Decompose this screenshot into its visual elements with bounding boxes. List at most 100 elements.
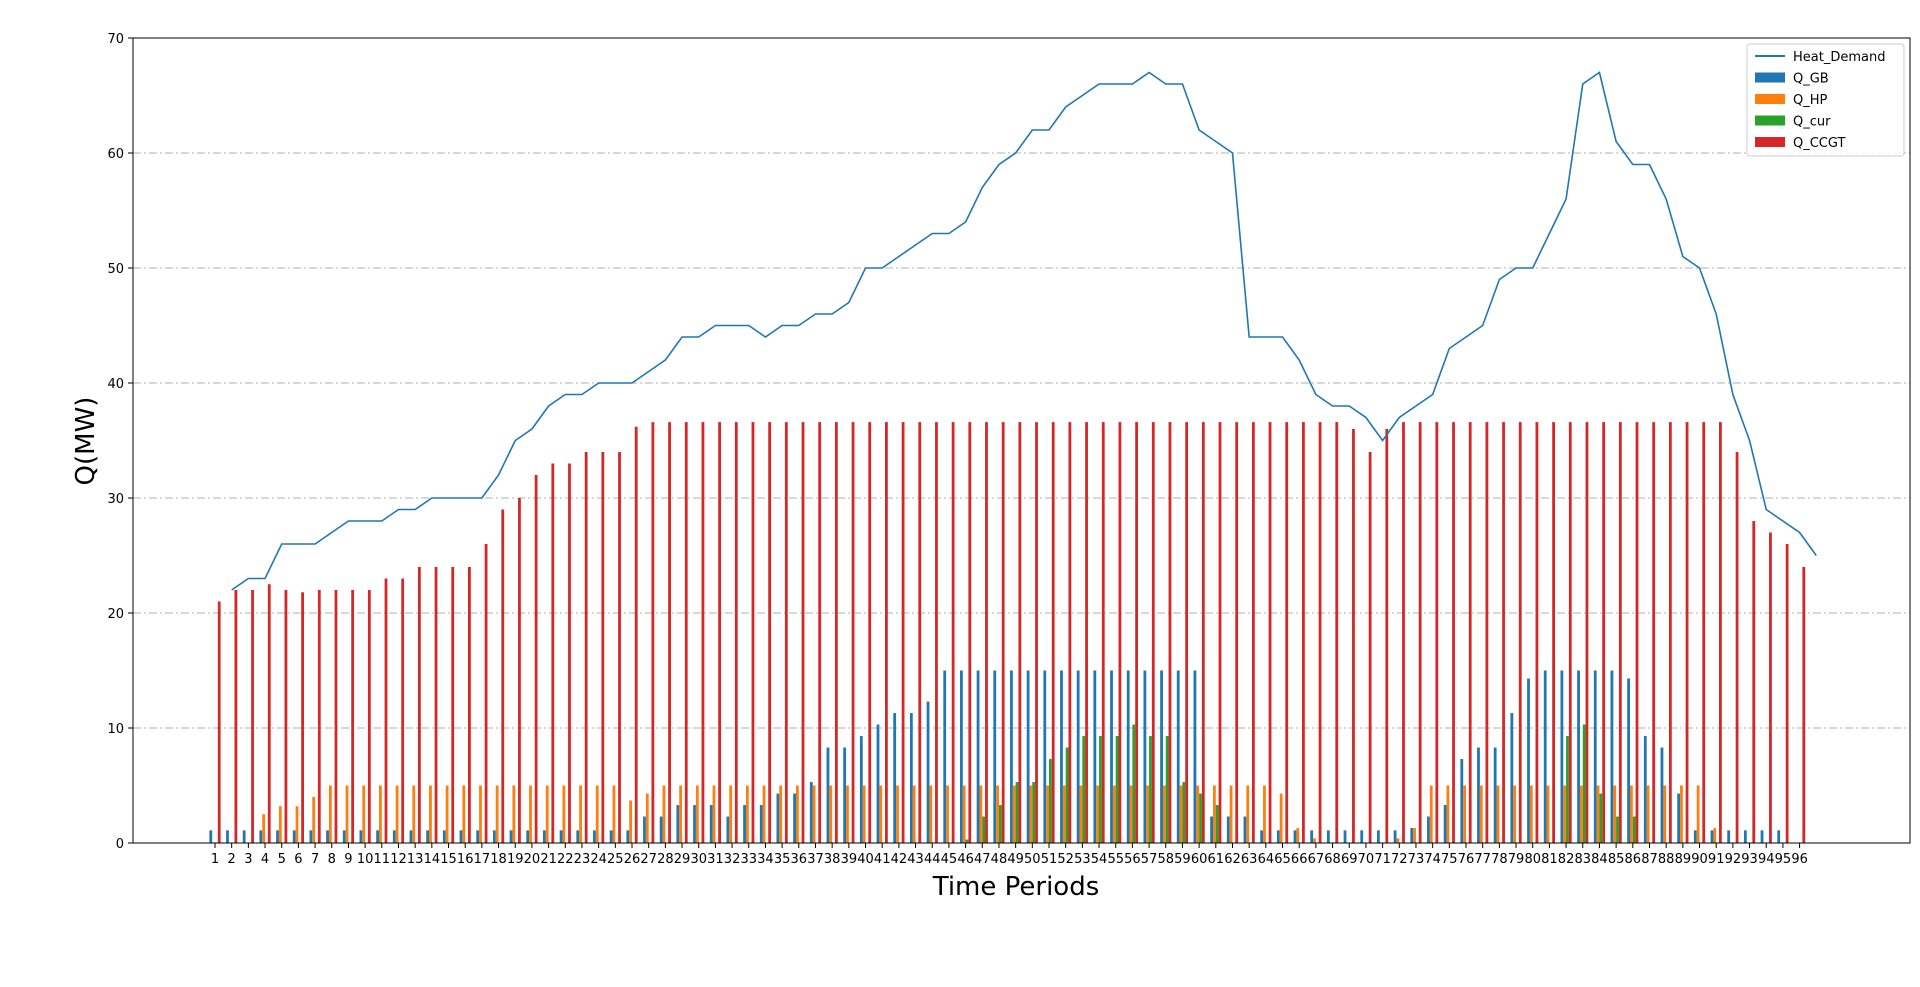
y-axis: 0 10 20 30 40 50 60 70 (107, 32, 133, 852)
bar-q-ccgt (1518, 422, 1522, 843)
heat-demand-line (231, 71, 1817, 591)
bar-q-ccgt (1068, 422, 1072, 843)
x-tick-label: 43 (907, 852, 924, 867)
x-tick-label: 46 (957, 852, 974, 867)
bar-q-cur (965, 839, 969, 843)
bar-q-gb (543, 830, 546, 843)
bar-q-ccgt (1035, 422, 1038, 843)
bar-q-ccgt (901, 422, 905, 843)
x-tick-label: 64 (1258, 852, 1275, 867)
bar-q-cur (1132, 724, 1136, 843)
bar-q-ccgt (885, 422, 888, 843)
bar-q-hp (679, 785, 683, 843)
bar-q-gb (309, 830, 313, 843)
bar-q-cur (1049, 759, 1052, 843)
y-tick-label: 20 (107, 607, 124, 622)
bar-q-gb (409, 830, 413, 843)
bar-q-hp (1579, 785, 1583, 843)
bar-q-gb (809, 782, 813, 843)
bar-q-ccgt (1251, 422, 1255, 843)
x-tick-label: 50 (1024, 852, 1041, 867)
series-q-gb (209, 670, 1781, 843)
bar-q-gb (1443, 805, 1447, 843)
x-tick-label: 79 (1508, 852, 1525, 867)
bar-q-ccgt (701, 422, 705, 843)
bar-q-hp (579, 785, 582, 843)
bar-q-hp (462, 785, 466, 843)
bars (209, 422, 1806, 843)
x-axis: 1 2 3 4 5 6 7 8 9 10 11 12 13 14 15 16 17 18 19 20 21 22 23 24 2… (211, 843, 1808, 867)
x-tick-label: 81 (1541, 852, 1558, 867)
bar-q-hp (1229, 785, 1233, 843)
x-axis-label: Time Periods (932, 872, 1100, 902)
bar-q-ccgt (301, 592, 304, 843)
bar-q-gb (1427, 816, 1430, 843)
bar-q-gb (1193, 670, 1197, 843)
x-tick-label: 58 (1157, 852, 1174, 867)
legend-label: Q_HP (1793, 93, 1828, 108)
bar-q-gb (776, 793, 780, 843)
bar-q-ccgt (501, 509, 505, 843)
x-tick-label: 27 (640, 852, 657, 867)
bar-q-cur (1632, 816, 1636, 843)
bar-q-ccgt (1418, 422, 1422, 843)
bar-q-gb (726, 816, 730, 843)
bar-q-ccgt (267, 584, 271, 843)
series-q-ccgt (217, 422, 1806, 843)
bar-q-hp (479, 785, 482, 843)
x-tick-label: 49 (1007, 852, 1024, 867)
bar-q-gb (626, 830, 630, 843)
y-tick-label: 70 (107, 32, 124, 47)
bar-q-hp (595, 785, 599, 843)
bar-q-gb (859, 736, 863, 843)
bar-q-gb (342, 830, 346, 843)
bar-q-hp (495, 785, 499, 843)
bar-q-hp (278, 806, 282, 843)
y-tick-label: 0 (116, 837, 124, 852)
bar-q-hp (1463, 785, 1466, 843)
bar-q-hp (779, 785, 783, 843)
x-tick-label: 15 (440, 852, 457, 867)
bar-q-gb (893, 713, 897, 843)
bar-q-gb (1410, 828, 1414, 843)
bar-q-ccgt (1552, 422, 1555, 843)
x-tick-label: 90 (1691, 852, 1708, 867)
bar-q-gb (1477, 747, 1480, 843)
bar-q-ccgt (434, 567, 438, 843)
bar-q-hp (1029, 785, 1033, 843)
bar-q-hp (1479, 785, 1483, 843)
bar-q-ccgt (1402, 422, 1405, 843)
bar-q-hp (662, 785, 666, 843)
x-tick-label: 93 (1741, 852, 1758, 867)
bar-q-hp (762, 785, 766, 843)
x-tick-label: 83 (1574, 852, 1591, 867)
bar-q-hp (1646, 785, 1650, 843)
legend-label: Q_GB (1793, 72, 1829, 87)
bar-q-ccgt (1101, 422, 1105, 843)
bar-q-gb (1543, 670, 1547, 843)
bar-q-gb (1060, 670, 1063, 843)
bar-q-hp (1713, 828, 1717, 843)
x-tick-label: 29 (674, 852, 691, 867)
bar-q-gb (1510, 713, 1514, 843)
x-tick-label: 89 (1675, 852, 1692, 867)
bar-q-hp (295, 806, 299, 843)
bar-q-gb (876, 724, 880, 843)
x-tick-label: 14 (424, 852, 441, 867)
x-tick-label: 22 (557, 852, 574, 867)
bar-q-gb (1710, 830, 1714, 843)
bar-q-hp (1112, 785, 1116, 843)
bar-q-hp (979, 785, 983, 843)
bar-q-ccgt (1001, 422, 1005, 843)
x-tick-label: 82 (1558, 852, 1575, 867)
bar-q-hp (1496, 785, 1500, 843)
x-tick-label: 80 (1524, 852, 1541, 867)
bar-q-gb (259, 830, 263, 843)
legend: Heat_Demand Q_GB Q_HP Q_cur Q_CCGT (1746, 43, 1905, 157)
bar-q-cur (1082, 736, 1086, 843)
bar-q-ccgt (718, 422, 721, 843)
x-tick-label: 75 (1441, 852, 1458, 867)
bar-q-gb (643, 816, 646, 843)
bar-q-ccgt (1685, 422, 1689, 843)
